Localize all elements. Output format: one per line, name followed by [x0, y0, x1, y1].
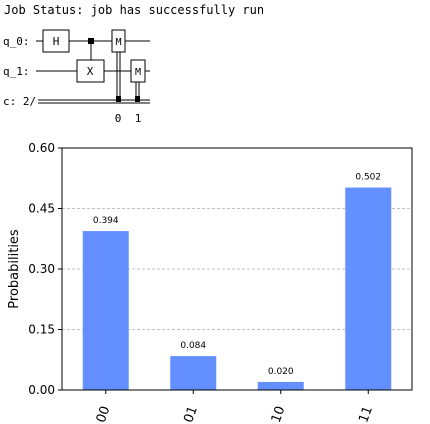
- quantum-circuit-diagram: q_0: q_1: c: 2/ H X M M 0 1: [3, 29, 150, 125]
- x-tick-label: 10: [269, 404, 289, 424]
- measure-gate-q1-label: M: [135, 67, 141, 78]
- bar-value-label: 0.020: [268, 367, 294, 377]
- bar-00: [82, 231, 129, 390]
- bar-value-label: 0.084: [180, 341, 206, 351]
- bar-01: [170, 356, 217, 390]
- measure-gate-q0: [111, 29, 126, 53]
- y-tick-label: 0.45: [28, 202, 55, 216]
- x-tick-label: 00: [94, 404, 114, 424]
- chart-axes: 0.00 0.15 0.30 0.45 0.60 00 01 10 11: [28, 141, 413, 424]
- classical-bit-label-0: 0: [115, 112, 122, 125]
- classical-register-label: c: 2/: [3, 95, 36, 108]
- cnot-control: [88, 38, 94, 44]
- chart-bars: 0.394 0.084 0.020 0.502: [82, 173, 392, 390]
- h-gate: [42, 29, 70, 53]
- plot-frame: [61, 147, 413, 391]
- y-tick-label: 0.60: [28, 141, 55, 155]
- probability-histogram: 0.394 0.084 0.020 0.502 0.00 0.15 0.30 0.45 0.6…: [7, 141, 413, 424]
- qubit-label-q0: q_0:: [3, 35, 30, 48]
- measure-arrow-q0: [116, 96, 121, 102]
- bar-value-label: 0.502: [355, 173, 381, 183]
- bar-10: [257, 381, 304, 390]
- measure-arrow-q1: [135, 96, 140, 102]
- x-tick-label: 01: [181, 404, 201, 424]
- bar-11: [345, 187, 392, 390]
- y-tick-label: 0.15: [28, 323, 55, 337]
- x-tick-label: 11: [356, 404, 376, 424]
- measure-gate-q1: [130, 59, 146, 83]
- y-tick-label: 0.00: [28, 383, 55, 397]
- qubit-label-q1: q_1:: [3, 65, 30, 78]
- y-tick-label: 0.30: [28, 262, 55, 276]
- bar-value-label: 0.394: [93, 216, 119, 226]
- y-axis-label: Probabilities: [7, 229, 22, 309]
- x-gate-label: X: [87, 65, 94, 78]
- h-gate-label: H: [53, 35, 60, 48]
- job-status-text: Job Status: job has successfully run: [4, 3, 265, 17]
- x-gate: [76, 59, 105, 83]
- measure-gate-q0-label: M: [115, 37, 121, 48]
- classical-bit-label-1: 1: [135, 112, 142, 125]
